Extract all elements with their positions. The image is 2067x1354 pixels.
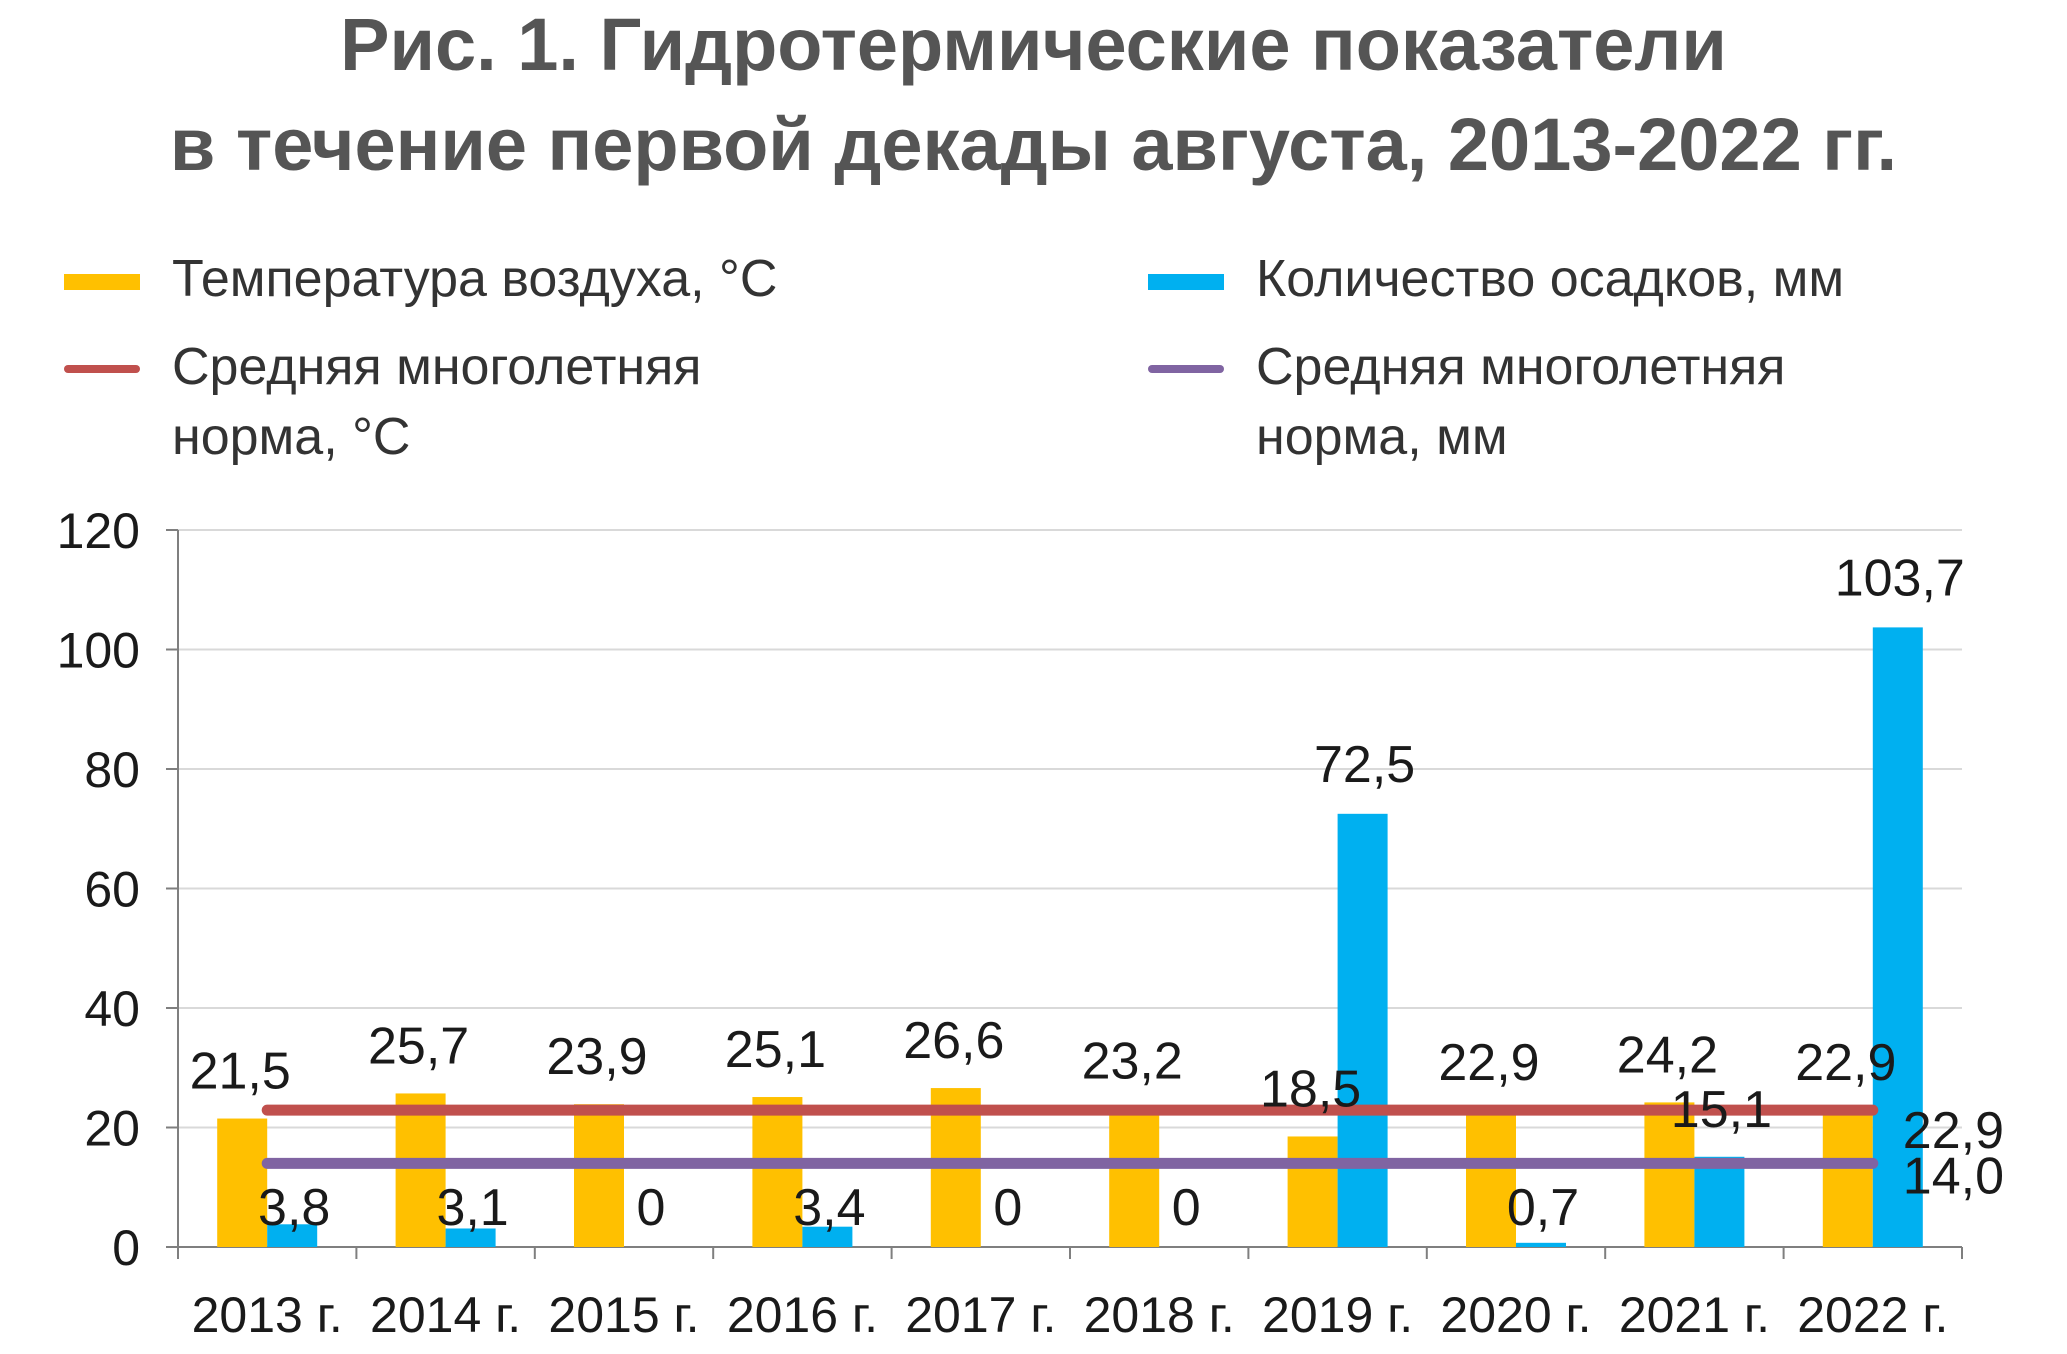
legend-label-precip-norm: Средняя многолетняя норма, мм — [1256, 338, 1786, 466]
x-tick-label: 2015 г. — [548, 1287, 699, 1343]
data-label-temperature: 22,9 — [1438, 1034, 1539, 1092]
x-tick-label: 2014 г. — [370, 1287, 521, 1343]
x-tick-label: 2017 г. — [905, 1287, 1056, 1343]
chart-title-line2: в течение первой декады августа, 2013-20… — [169, 103, 1898, 186]
bar-precipitation — [267, 1224, 318, 1247]
y-tick-label: 20 — [84, 1101, 140, 1157]
data-label-temperature: 25,7 — [368, 1017, 469, 1075]
bar-precipitation — [802, 1226, 853, 1247]
bar-temperature — [1287, 1136, 1338, 1247]
x-tick-label: 2018 г. — [1084, 1287, 1235, 1343]
bar-temperature — [1822, 1110, 1873, 1247]
x-tick-label: 2022 г. — [1797, 1287, 1948, 1343]
bar-precipitation — [1516, 1242, 1566, 1247]
data-label-temperature: 23,9 — [546, 1028, 647, 1086]
y-tick-label: 0 — [112, 1220, 140, 1276]
bar-temperature — [217, 1118, 268, 1247]
y-tick-label: 120 — [57, 503, 140, 559]
y-tick-label: 100 — [57, 623, 140, 679]
bar-temperature — [1109, 1108, 1160, 1247]
x-tick-label: 2013 г. — [192, 1287, 343, 1343]
bar-precipitation — [1872, 627, 1923, 1247]
x-tick-label: 2020 г. — [1440, 1287, 1591, 1343]
bar-precipitation — [1337, 813, 1388, 1247]
x-tick-label: 2019 г. — [1262, 1287, 1413, 1343]
data-label-temperature: 26,6 — [903, 1012, 1004, 1070]
y-tick-label: 60 — [84, 862, 140, 918]
bar-temperature — [395, 1093, 446, 1247]
data-label-precipitation: 103,7 — [1835, 549, 1965, 607]
bar-precipitation — [1694, 1156, 1745, 1247]
legend-swatch-temp-norm — [64, 365, 140, 373]
bar-temperature — [752, 1097, 803, 1247]
data-label-precipitation: 3,4 — [793, 1179, 865, 1237]
x-tick-label: 2021 г. — [1619, 1287, 1770, 1343]
legend-label-temperature: Температура воздуха, °С — [172, 250, 778, 308]
legend-label-precipitation: Количество осадков, мм — [1256, 250, 1845, 308]
data-label-precipitation: 0 — [1172, 1179, 1201, 1237]
y-tick-label: 80 — [84, 742, 140, 798]
data-label-temperature: 24,2 — [1617, 1026, 1718, 1084]
bar-temperature — [1466, 1110, 1516, 1247]
data-label-temperature: 21,5 — [190, 1043, 291, 1101]
legend-swatch-precipitation — [1148, 274, 1224, 290]
data-label-temperature: 22,9 — [1795, 1034, 1896, 1092]
legend-swatch-temperature — [64, 274, 140, 290]
legend-swatch-precip-norm — [1148, 365, 1224, 373]
data-label-precip-norm: 14,0 — [1903, 1147, 2004, 1205]
bar-precipitation — [445, 1228, 496, 1247]
chart-title-line1: Рис. 1. Гидротермические показатели — [340, 3, 1727, 86]
x-tick-label: 2016 г. — [727, 1287, 878, 1343]
data-label-precipitation: 0 — [993, 1179, 1022, 1237]
data-label-precipitation: 0 — [637, 1179, 666, 1237]
legend-label-temp-norm: Средняя многолетняя норма, °С — [172, 338, 702, 466]
data-label-temperature: 25,1 — [725, 1021, 826, 1079]
y-tick-label: 40 — [84, 981, 140, 1037]
data-label-precipitation: 3,1 — [436, 1179, 508, 1237]
data-label-temp-norm: 22,9 — [1903, 1102, 2004, 1160]
bar-temperature — [574, 1104, 624, 1247]
data-label-precipitation: 72,5 — [1314, 736, 1415, 794]
bar-temperature — [1644, 1102, 1695, 1247]
data-label-temperature: 23,2 — [1082, 1032, 1183, 1090]
data-label-precipitation: 0,7 — [1507, 1179, 1579, 1237]
data-label-temperature: 18,5 — [1260, 1060, 1361, 1118]
data-label-precipitation: 3,8 — [258, 1179, 330, 1237]
data-label-precipitation: 15,1 — [1671, 1081, 1772, 1139]
